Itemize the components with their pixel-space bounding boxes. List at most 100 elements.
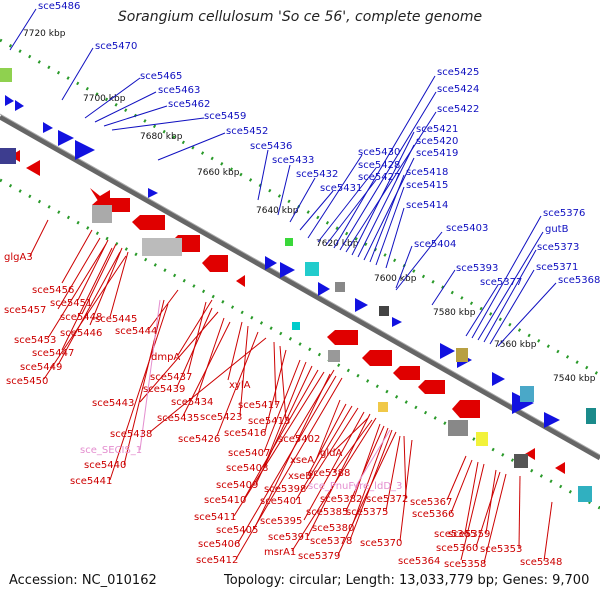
- gene-label: sce5415: [406, 180, 448, 191]
- gene-label: sce5437: [150, 372, 192, 383]
- gene-label: sce5376: [543, 208, 585, 219]
- gene-label: sce5418: [406, 167, 448, 178]
- gene-label: sce5441: [70, 476, 112, 487]
- gene-label: sce5407: [228, 448, 270, 459]
- gene-label: sce5405: [216, 525, 258, 536]
- gene-label: sce5409: [216, 480, 258, 491]
- gene-label: sce5448: [60, 312, 102, 323]
- reverse-leaders: [29, 219, 553, 564]
- backbone-highlight: [0, 113, 600, 456]
- forward-gene: [265, 256, 277, 270]
- tick-label: 7540 kbp: [553, 374, 596, 384]
- feature-block: [0, 148, 16, 164]
- gene-label: sce5412: [196, 555, 238, 566]
- feature-block: [476, 432, 488, 446]
- gene-label: sce5431: [320, 183, 362, 194]
- tick-label: 7700 kbp: [83, 94, 126, 104]
- gene-label: dmpA: [151, 352, 180, 363]
- gene-label: xseA: [290, 455, 314, 466]
- inner-dot-track: [0, 178, 600, 510]
- gene-label: sce5420: [416, 136, 458, 147]
- gene-label: sce5486: [38, 1, 80, 12]
- feature-block: [335, 282, 345, 292]
- tick-label: 7560 kbp: [494, 340, 537, 350]
- gene-label: sce5404: [414, 239, 456, 250]
- tick-label: 7580 kbp: [433, 308, 476, 318]
- gene-label: sce5398: [264, 484, 306, 495]
- gene-label: sce5360: [436, 543, 478, 554]
- gene-label: sce5432: [296, 169, 338, 180]
- forward-genes: [5, 95, 560, 428]
- reverse-gene: [26, 160, 40, 176]
- gene-label: sce5391: [268, 532, 310, 543]
- gene-label: sce5433: [272, 155, 314, 166]
- rna-label: sce_PnuFyre_ldD_3: [308, 481, 402, 492]
- gene-label: sce5370: [360, 538, 402, 549]
- gene-label: sce5443: [92, 398, 134, 409]
- gene-label: sce5417: [238, 400, 280, 411]
- gene-label: sce5395: [260, 516, 302, 527]
- feature-block: [520, 386, 534, 402]
- reverse-gene: [555, 462, 565, 474]
- feature-block: [305, 262, 319, 276]
- gene-label: sce5430: [358, 147, 400, 158]
- forward-gene: [318, 282, 330, 296]
- gene-label: sce5408: [226, 463, 268, 474]
- gene-label: sce5406: [198, 539, 240, 550]
- gene-label: sce5359: [448, 529, 490, 540]
- forward-gene: [43, 122, 53, 133]
- gene-label: sce5423: [200, 412, 242, 423]
- gene-label: sce5438: [110, 429, 152, 440]
- feature-block: [379, 306, 389, 316]
- gene-label: sce5426: [178, 434, 220, 445]
- gene-label: sce5451: [50, 298, 92, 309]
- gene-label: sce5453: [14, 335, 56, 346]
- feature-block: [285, 238, 293, 246]
- forward-gene: [544, 412, 560, 428]
- gene-label: sce5436: [250, 141, 292, 152]
- feature-block: [92, 205, 112, 223]
- gene-label: sce5424: [437, 84, 479, 95]
- feature-block: [456, 348, 468, 362]
- forward-gene: [75, 140, 95, 160]
- reverse-gene-labels: glgA3 sce5456 sce5457 sce5451 sce5448 sc…: [4, 252, 562, 570]
- reverse-gene: [393, 366, 420, 380]
- reverse-gene: [132, 215, 165, 230]
- forward-gene: [58, 130, 74, 146]
- gene-label: sce5446: [60, 328, 102, 339]
- tick-label: 7600 kbp: [374, 274, 417, 284]
- feature-block: [292, 322, 300, 330]
- rna-leaders: [139, 299, 391, 487]
- gene-label: sce5380: [312, 523, 354, 534]
- reverse-gene: [525, 448, 535, 460]
- scale-ticks: 7720 kbp 7700 kbp 7680 kbp 7660 kbp 7640…: [23, 29, 596, 384]
- gene-label: msrA1: [264, 547, 296, 558]
- reverse-gene: [327, 330, 358, 345]
- feature-block: [448, 420, 468, 436]
- feature-block: [0, 68, 12, 82]
- gene-label: sce5368: [558, 275, 600, 286]
- gene-label: sce5456: [32, 285, 74, 296]
- gene-label: sce5470: [95, 41, 137, 52]
- gene-label: sce5371: [536, 262, 578, 273]
- genome-summary-text: Topology: circular; Length: 13,033,779 b…: [224, 573, 590, 588]
- gene-label: sce5447: [32, 348, 74, 359]
- tick-label: 7660 kbp: [197, 168, 240, 178]
- gene-label: sce5367: [410, 497, 452, 508]
- tick-label: 7640 kbp: [256, 206, 299, 216]
- gene-label: sce5377: [480, 277, 522, 288]
- gene-label: sce5416: [224, 428, 266, 439]
- gene-label: sce5378: [310, 536, 352, 547]
- feature-block: [578, 486, 592, 502]
- reverse-gene: [418, 380, 445, 394]
- feature-block: [328, 350, 340, 362]
- gene-label: sce5366: [412, 509, 454, 520]
- reverse-gene: [452, 400, 480, 418]
- feature-block: [142, 238, 182, 256]
- feature-block: [586, 408, 596, 424]
- forward-gene: [440, 343, 455, 359]
- forward-gene: [355, 298, 368, 312]
- gene-label: sce5462: [168, 99, 210, 110]
- forward-gene-labels: sce5486 sce5470 sce5465 sce5463 sce5462 …: [38, 1, 600, 288]
